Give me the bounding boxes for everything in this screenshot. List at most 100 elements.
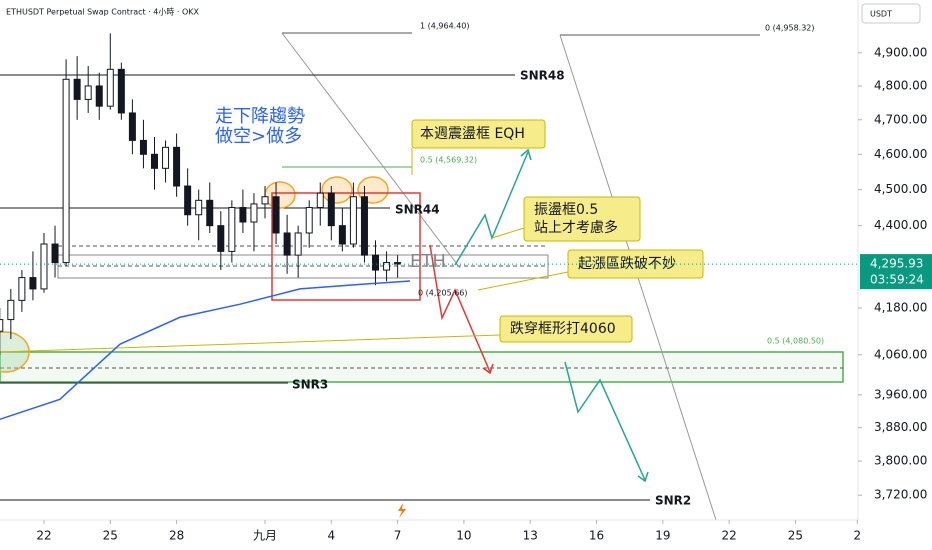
fib-label: 0.5 (4,080.50) xyxy=(767,337,824,346)
callout-text: 振盪框0.5 xyxy=(534,202,598,218)
callout-box xyxy=(499,315,633,343)
trend-line xyxy=(281,32,461,269)
arrow-head xyxy=(637,471,649,483)
callout-text: 本週震盪框 EQH xyxy=(420,126,525,142)
candle-body xyxy=(0,319,4,332)
x-tick-label: 10 xyxy=(456,529,471,543)
candle-body xyxy=(394,262,402,265)
candle-body xyxy=(206,199,214,227)
snr-label: SNR2 xyxy=(655,494,691,508)
y-tick-label: 4,400.00 xyxy=(874,218,927,232)
x-tick-label: 22 xyxy=(36,529,51,543)
countdown: 03:59:24 xyxy=(870,273,924,287)
highlight-circle xyxy=(264,181,296,209)
callout-box xyxy=(523,196,641,242)
candle-body xyxy=(62,78,70,264)
candle-body xyxy=(305,207,313,234)
candle-body xyxy=(162,146,170,169)
y-tick-label: 4,600.00 xyxy=(874,147,927,161)
drawings xyxy=(0,32,844,521)
snr-label: SNR3 xyxy=(292,378,328,392)
arrow-head xyxy=(482,363,494,375)
candle-body xyxy=(228,207,236,252)
candle-body xyxy=(29,277,37,290)
fib-label: 0 (4,958.32) xyxy=(765,24,815,33)
candle-body xyxy=(73,78,81,100)
annotation: 走下降趨勢 xyxy=(215,106,305,127)
pointer xyxy=(491,227,525,239)
candle-body xyxy=(150,153,158,169)
lightning-icon xyxy=(398,503,406,518)
chart-title: ETHUSDT Perpetual Swap Contract · 4小時 · … xyxy=(6,8,200,17)
candle-body xyxy=(51,243,59,264)
candle-body xyxy=(360,196,368,256)
symbol-text: ETH xyxy=(410,251,446,272)
arrow xyxy=(454,151,529,266)
y-tick-label: 4,180.00 xyxy=(874,301,927,315)
plot xyxy=(0,33,411,421)
candle-body xyxy=(139,139,147,155)
candle-body xyxy=(372,254,380,271)
callout-box xyxy=(411,119,546,149)
candle-body xyxy=(283,232,291,256)
red-box xyxy=(271,192,421,301)
currency-button[interactable] xyxy=(861,3,921,24)
candle-body xyxy=(294,232,302,256)
candle-body xyxy=(316,192,324,209)
snr-label: SNR48 xyxy=(520,69,565,83)
x-tick-label: 25 xyxy=(788,529,803,543)
y-tick-label: 3,800.00 xyxy=(874,454,927,468)
snr-label: SNR44 xyxy=(395,203,440,217)
candle-body xyxy=(327,192,335,227)
x-tick-label: 2 xyxy=(854,529,862,543)
candle-body xyxy=(95,85,103,107)
highlight-circle xyxy=(321,176,353,204)
x-tick-label: 4 xyxy=(327,529,335,543)
last-price-tag xyxy=(860,254,932,290)
candle-body xyxy=(272,196,280,234)
x-tick-label: 16 xyxy=(589,529,604,543)
target-box xyxy=(0,351,844,383)
candle-body xyxy=(40,243,48,290)
x-tick-label: 25 xyxy=(103,529,118,543)
candle-body xyxy=(250,203,258,223)
y-tick-label: 4,700.00 xyxy=(874,112,927,126)
candle-body xyxy=(217,225,225,252)
candle-body xyxy=(18,277,26,301)
callout-text: 跌穿框形打4060 xyxy=(510,320,616,337)
y-tick-label: 4,900.00 xyxy=(874,45,927,59)
fib-label: 0 (4,205.66) xyxy=(418,289,468,298)
candle-body xyxy=(84,85,92,100)
candle-body xyxy=(128,112,136,141)
moving-average xyxy=(0,280,411,421)
x-tick-label: 22 xyxy=(722,529,737,543)
fib-label: 0.5 (4,569.32) xyxy=(420,156,477,165)
candle-body xyxy=(239,207,247,223)
last-price: 4,295.93 xyxy=(870,257,923,271)
pointer xyxy=(477,271,569,291)
y-tick-label: 3,880.00 xyxy=(874,420,927,434)
y-tick-label: 4,500.00 xyxy=(874,182,927,196)
annotation: 做空>做多 xyxy=(215,126,302,147)
x-tick-label: 19 xyxy=(655,529,670,543)
x-tick-label: 九月 xyxy=(253,529,277,543)
candle-body xyxy=(383,262,391,271)
candle-body xyxy=(261,196,269,205)
price-axis: USDT xyxy=(0,0,921,521)
currency[interactable]: USDT xyxy=(870,10,892,19)
y-tick-label: 4,060.00 xyxy=(874,347,927,361)
candle-body xyxy=(173,146,181,187)
candle-body xyxy=(338,225,346,245)
candle-body xyxy=(184,185,192,216)
arrow xyxy=(564,361,646,481)
y-tick-label: 4,800.00 xyxy=(874,78,927,92)
arrow-head xyxy=(520,148,532,161)
callout-text: 起漲區跌破不妙 xyxy=(578,256,676,272)
arrow xyxy=(429,244,491,373)
candle-body xyxy=(195,199,203,216)
candle-body xyxy=(7,299,15,321)
x-tick-label: 7 xyxy=(394,529,402,543)
x-tick-label: 28 xyxy=(169,529,184,543)
callout-text: 站上才考慮多 xyxy=(534,219,618,236)
